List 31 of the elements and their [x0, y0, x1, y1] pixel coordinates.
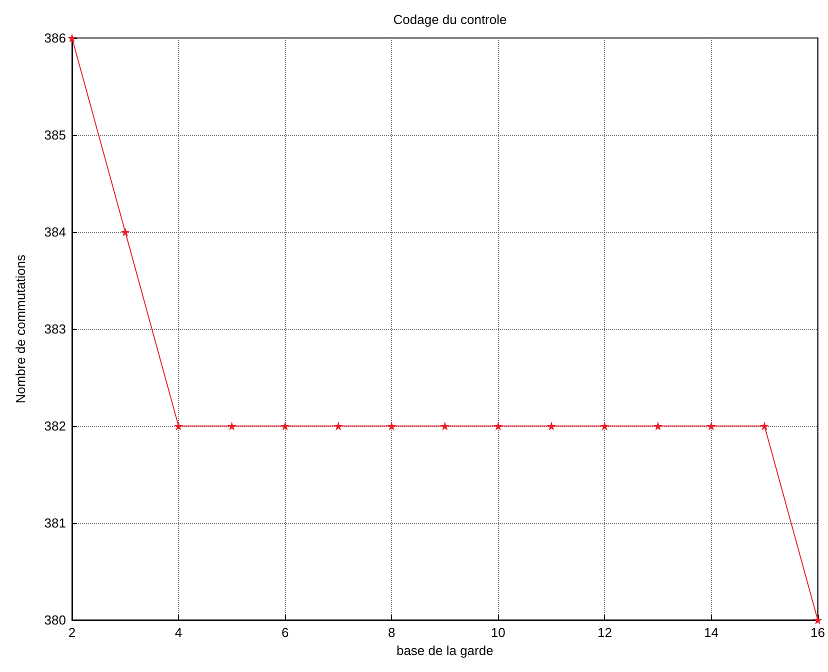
point — [760, 422, 769, 430]
x-tick-label: 16 — [810, 625, 826, 640]
point — [280, 422, 290, 430]
point — [334, 422, 343, 430]
y-tick-label: 384 — [44, 224, 66, 240]
point — [706, 422, 716, 430]
y-tick-label: 380 — [44, 612, 66, 628]
point — [387, 422, 396, 430]
y-tick-label: 385 — [44, 128, 66, 142]
point — [227, 422, 236, 430]
y-tick-label: 386 — [44, 30, 66, 46]
x-axis-title: base de la garde — [396, 642, 494, 658]
x-tick-label: 8 — [388, 625, 396, 640]
point — [120, 228, 130, 236]
x-tick-label: 2 — [68, 625, 76, 640]
chart-title: Codage du controle — [393, 12, 507, 27]
point — [600, 422, 610, 430]
point — [653, 422, 662, 430]
point — [494, 422, 503, 430]
x-tick-label: 10 — [490, 625, 506, 640]
point — [440, 422, 450, 430]
x-tick-label: 4 — [174, 625, 182, 640]
point — [174, 422, 184, 430]
x-tick-label: 14 — [704, 625, 718, 640]
y-tick-label: 383 — [44, 322, 66, 336]
point — [546, 422, 556, 430]
y-tick-label: 381 — [44, 516, 66, 530]
y-axis-title: Nombre de commutations — [13, 254, 28, 404]
x-tick-label: 12 — [597, 625, 612, 640]
y-tick-label: 382 — [44, 418, 66, 434]
x-tick-label: 6 — [281, 625, 289, 640]
